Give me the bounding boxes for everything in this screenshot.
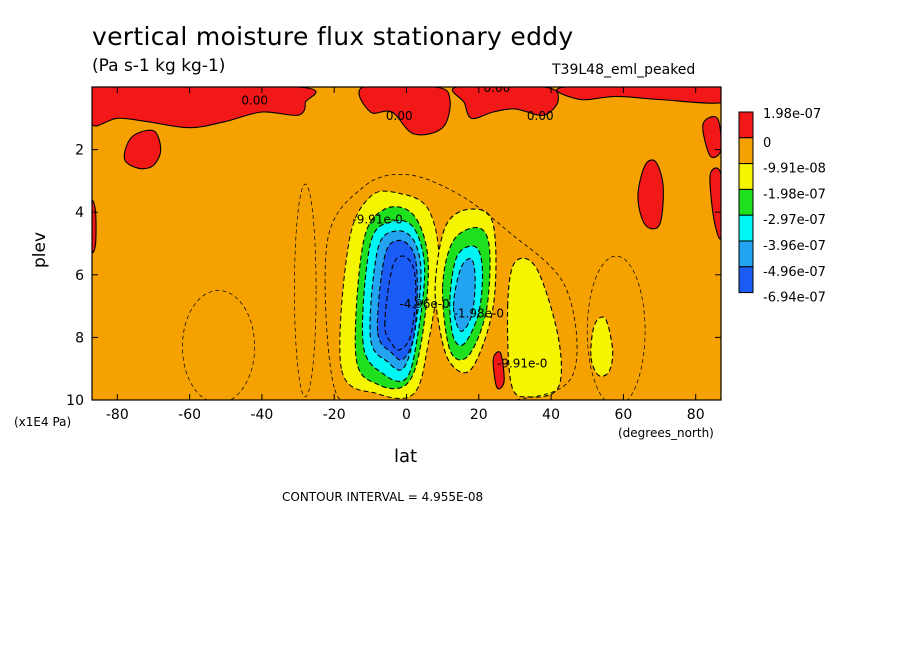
region-negative-level [452,258,476,332]
x-tick-label: 60 [614,407,632,423]
x-tick-label: -20 [323,407,346,423]
contour-line [586,255,646,400]
x-tick-label: -80 [106,407,129,423]
colorbar-swatch [738,137,754,165]
region-positive [492,351,505,390]
x-tick-label: -40 [250,407,273,423]
contour-label: -4.96e-0 [399,297,449,311]
x-tick-label: 40 [542,407,560,423]
region-positive [702,116,721,159]
colorbar-label: -9.91e-08 [763,162,826,177]
region-positive [637,159,664,230]
x-tick-label: 80 [687,407,705,423]
colorbar-swatch [738,111,754,139]
x-tick-label: -60 [178,407,201,423]
colorbar-label: 1.98e-07 [763,107,821,122]
contour-interval: CONTOUR INTERVAL = 4.955E-08 [282,490,484,504]
contour-line [182,290,256,400]
y-tick-label: 2 [75,143,84,159]
contour-label: 0.00 [484,81,511,95]
contour-line [294,183,317,398]
colorbar: 1.98e-07 0 -9.91e-08 -1.98e-07 -2.97e-07 -3.9… [738,107,826,306]
x-axis-label: lat [394,446,418,467]
contour-line [324,173,578,400]
run-label: T39L48_eml_peaked [552,62,696,78]
colorbar-label: -6.94e-07 [763,291,826,306]
contour-label: -9.91e-0 [352,212,402,226]
region-negative-level [384,255,417,351]
y-tick-label: 10 [66,393,84,409]
region-positive [92,200,97,254]
colorbar-swatch [738,163,754,190]
contour-label: 0.00 [241,94,268,108]
colorbar-swatch [738,266,754,294]
region-positive [709,167,721,240]
colorbar-swatch [738,240,754,268]
chart-title: vertical moisture flux stationary eddy [92,22,574,51]
plot-area: 0.00 0.00 0.00 0.00 -9.91e-0 -1.98e-0 -4.96e-0… [92,81,721,400]
colorbar-label: -1.98e-07 [763,187,826,202]
y-axis-unit: (x1E4 Pa) [14,415,72,429]
contour-label: 0.00 [386,109,413,123]
region-negative-level [506,257,562,398]
region-positive [451,87,559,120]
colorbar-swatch [738,188,754,216]
contour-label: -1.98e-0 [454,306,504,320]
contour-label: -9.91e-0 [497,356,547,370]
colorbar-label: -4.96e-07 [763,265,826,280]
chart-units: (Pa s-1 kg kg-1) [92,56,226,76]
y-tick-label: 6 [75,268,84,284]
y-tick-label: 8 [75,330,84,346]
x-axis-unit: (degrees_north) [618,426,714,440]
contour-label: 0.00 [527,109,554,123]
colorbar-swatch [738,214,754,242]
region-positive [123,129,162,170]
y-tick-label: 4 [75,205,84,221]
region-negative-level [590,316,614,377]
x-tick-label: 0 [402,407,411,423]
x-tick-label: 20 [470,407,488,423]
colorbar-label: -3.96e-07 [763,239,826,254]
colorbar-label: 0 [763,136,771,151]
colorbar-label: -2.97e-07 [763,213,826,228]
region-positive [556,87,721,104]
